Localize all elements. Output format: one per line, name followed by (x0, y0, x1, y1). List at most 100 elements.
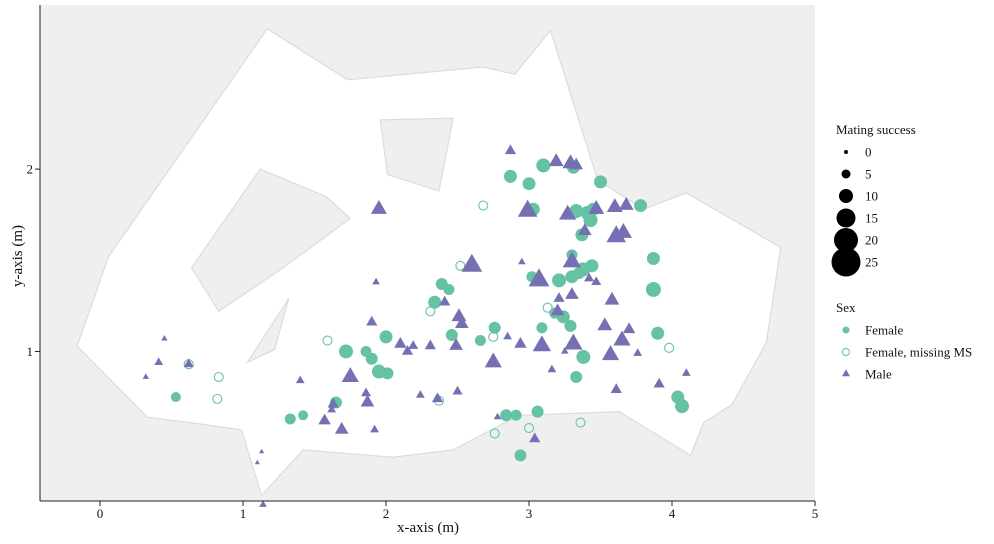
male-point (370, 424, 379, 433)
male-point (183, 358, 194, 368)
male-point (622, 322, 636, 334)
female-point (536, 158, 551, 173)
male-point (372, 277, 380, 285)
female-point (284, 413, 296, 425)
female-point (522, 177, 536, 191)
male-point (532, 335, 552, 352)
male-point (455, 316, 469, 329)
female-point (514, 449, 527, 462)
male-point (259, 448, 265, 454)
x-axis-label: x-axis (m) (397, 520, 459, 536)
legend-male-key (842, 369, 850, 377)
male-point (591, 276, 602, 286)
female-missing-ms-point (455, 260, 466, 271)
male-point (562, 251, 582, 268)
axes: 0 1 2 3 4 5 1 2 (27, 5, 818, 521)
female-point (675, 399, 690, 414)
female-missing-ms-point (488, 331, 499, 342)
legend-size-label: 15 (865, 211, 878, 226)
male-point (370, 199, 387, 214)
male-point (142, 373, 150, 379)
male-point (504, 144, 517, 155)
male-point (653, 377, 665, 388)
male-point (259, 500, 267, 507)
male-point (564, 333, 583, 350)
legend-size-key (841, 169, 851, 179)
male-point (341, 367, 359, 382)
male-point (569, 157, 584, 170)
female-point (585, 259, 599, 273)
male-point (584, 272, 595, 282)
male-point (604, 291, 620, 305)
female-point (474, 335, 486, 347)
legend-size-key (836, 208, 856, 228)
legend-missing-key (841, 347, 851, 357)
y-tick-label: 1 (27, 344, 34, 359)
male-point (618, 197, 634, 210)
male-points (142, 144, 691, 507)
legend-size-key (844, 150, 848, 154)
male-point (547, 364, 557, 373)
legend-size-key (831, 247, 861, 277)
female-missing-ms-point (523, 423, 535, 434)
male-point (517, 199, 538, 217)
arena-polygon (76, 27, 782, 497)
male-point (394, 337, 407, 348)
y-axis-label: y-axis (m) (10, 225, 26, 287)
female-point (428, 295, 442, 309)
legend-sex-label: Female, missing MS (865, 345, 972, 360)
female-point (651, 326, 665, 340)
male-point (577, 223, 592, 236)
legend-size-key (839, 189, 853, 203)
female-missing-ms-point (425, 306, 436, 317)
male-point (601, 345, 620, 361)
female-point (365, 352, 378, 365)
x-tick-label: 2 (383, 506, 390, 521)
legend-sex-items: Female Female, missing MS Male (841, 323, 972, 382)
female-point (594, 175, 608, 189)
female-missing-ms-point (489, 428, 500, 439)
y-tick-label: 2 (27, 162, 34, 177)
legend-size-label: 0 (865, 145, 872, 160)
legend-size-label: 25 (865, 255, 878, 270)
male-point (318, 413, 331, 425)
female-point (445, 329, 458, 342)
legend-size-label: 10 (865, 189, 878, 204)
female-point (570, 371, 583, 383)
male-point (449, 338, 463, 350)
male-point (588, 199, 605, 214)
legend-sex-label: Female (865, 323, 903, 338)
female-point (646, 251, 660, 265)
female-point (298, 410, 309, 421)
male-point (548, 153, 564, 167)
female-point (645, 281, 661, 297)
female-point (488, 321, 501, 334)
male-point (401, 345, 414, 355)
male-point (493, 412, 502, 420)
male-point (408, 340, 419, 349)
female-point (338, 344, 353, 359)
female-point (634, 199, 648, 213)
male-point (610, 383, 622, 393)
female-missing-ms-point (212, 393, 223, 404)
female-point (170, 392, 181, 403)
male-point (614, 223, 632, 238)
x-tick-label: 3 (526, 506, 533, 521)
male-point (415, 390, 425, 398)
male-point (559, 204, 577, 220)
female-point (379, 330, 393, 344)
female-missing-ms-point (542, 302, 553, 313)
female-point (552, 273, 567, 288)
male-point (254, 459, 260, 465)
male-point (553, 292, 565, 302)
male-point (681, 368, 691, 376)
male-point (461, 253, 483, 272)
female-missing-ms-point (664, 342, 675, 353)
male-point (565, 287, 579, 299)
male-point (529, 432, 541, 443)
arena-region (76, 27, 782, 497)
male-point (550, 303, 565, 316)
female-point (564, 319, 577, 332)
